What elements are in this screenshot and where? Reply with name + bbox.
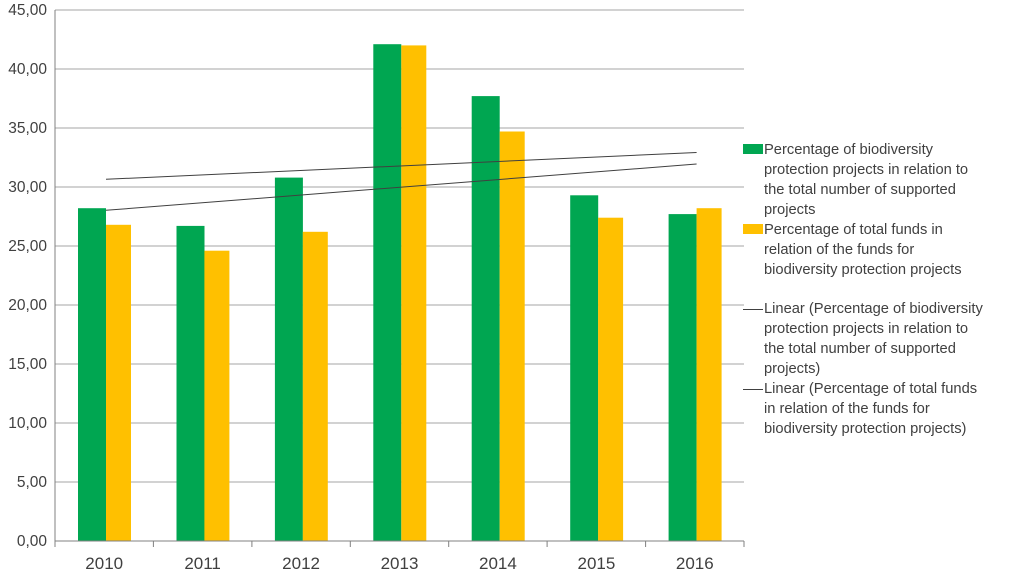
svg-text:2010: 2010 (85, 554, 123, 573)
svg-text:5,00: 5,00 (17, 474, 48, 491)
svg-text:45,00: 45,00 (8, 2, 47, 19)
svg-text:15,00: 15,00 (8, 356, 47, 373)
svg-text:2011: 2011 (184, 554, 221, 573)
svg-text:2012: 2012 (282, 554, 320, 573)
svg-text:2013: 2013 (381, 554, 419, 573)
svg-text:2015: 2015 (577, 554, 615, 573)
svg-text:2016: 2016 (676, 554, 714, 573)
svg-text:25,00: 25,00 (8, 238, 47, 255)
svg-text:20,00: 20,00 (8, 297, 47, 314)
svg-text:2014: 2014 (479, 554, 517, 573)
svg-text:35,00: 35,00 (8, 120, 47, 137)
svg-text:40,00: 40,00 (8, 61, 47, 78)
svg-text:30,00: 30,00 (8, 179, 47, 196)
svg-text:0,00: 0,00 (17, 533, 48, 550)
svg-text:10,00: 10,00 (8, 415, 47, 432)
